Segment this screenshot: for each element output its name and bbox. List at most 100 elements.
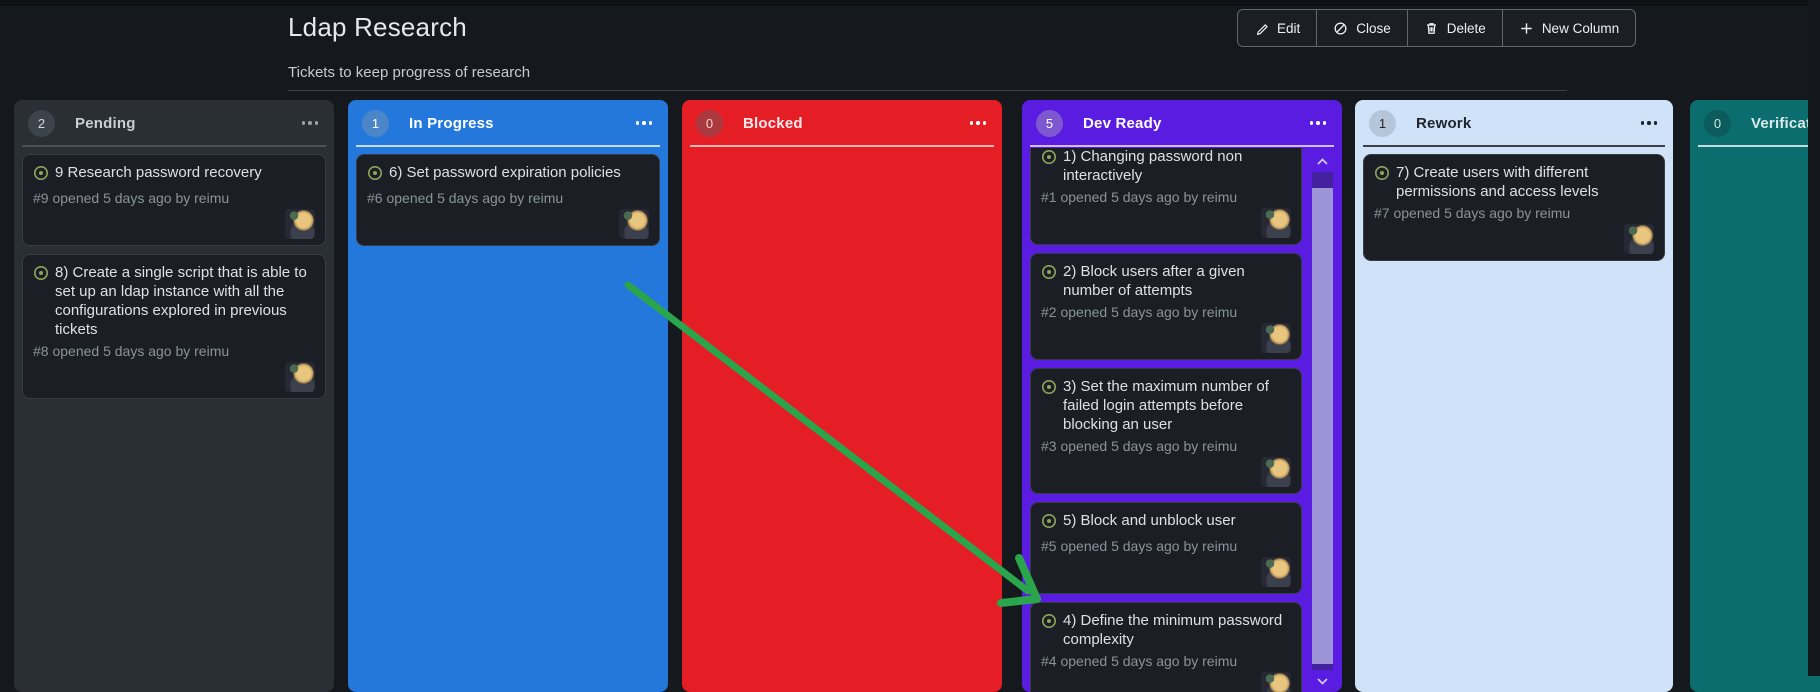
card-title-row: 7) Create users with different permissio… — [1374, 163, 1654, 201]
card[interactable]: 5) Block and unblock user #5 opened 5 day… — [1030, 502, 1302, 594]
plus-icon — [1519, 21, 1534, 36]
scroll-down-icon[interactable] — [1312, 670, 1333, 692]
avatar — [1261, 672, 1291, 692]
column-header: 5 Dev Ready — [1022, 100, 1342, 146]
card[interactable]: 2) Block users after a given number of a… — [1030, 253, 1302, 360]
count-badge: 1 — [362, 109, 389, 137]
avatar — [1624, 224, 1654, 254]
column-header-separator — [356, 145, 660, 147]
column-content: 6) Set password expiration policies #6 op… — [348, 148, 668, 692]
kebab-menu-icon[interactable] — [300, 117, 321, 129]
avatar — [619, 209, 649, 239]
open-issue-icon — [1374, 163, 1390, 201]
column-content: 7) Create users with different permissio… — [1355, 148, 1673, 692]
column-header: 1 Rework — [1355, 100, 1673, 146]
open-issue-icon — [1041, 262, 1057, 300]
edit-button[interactable]: Edit — [1237, 9, 1318, 47]
card-meta: #6 opened 5 days ago by reimu — [367, 190, 564, 206]
card-title: 3) Set the maximum number of failed logi… — [1063, 378, 1269, 433]
avatar — [1261, 323, 1291, 353]
column-title: Blocked — [743, 114, 803, 132]
card-meta: #2 opened 5 days ago by reimu — [1041, 304, 1238, 320]
card-title: 8) Create a single script that is able t… — [55, 264, 307, 338]
card[interactable]: 1) Changing password non interactively #1… — [1030, 148, 1302, 245]
column-scrollbar[interactable] — [1312, 150, 1333, 692]
card[interactable]: 3) Set the maximum number of failed logi… — [1030, 368, 1302, 494]
column-content — [1690, 148, 1820, 692]
card[interactable]: 8) Create a single script that is able t… — [22, 254, 326, 399]
kebab-menu-icon[interactable] — [968, 117, 989, 129]
avatar — [1261, 457, 1291, 487]
avatar — [285, 362, 315, 392]
column-header-separator — [1698, 145, 1820, 147]
column-inprogress: 1 In Progress 6) Set password expiration p… — [348, 100, 668, 692]
card-title-row: 6) Set password expiration policies — [367, 163, 649, 186]
new-column-button[interactable]: New Column — [1501, 9, 1637, 47]
column-title: Dev Ready — [1083, 114, 1162, 132]
column-title: Pending — [75, 114, 136, 132]
column-header: 0 Blocked — [682, 100, 1002, 146]
card[interactable]: 9 Research password recovery #9 opened 5 … — [22, 154, 326, 246]
page-title: Ldap Research — [288, 12, 467, 42]
column-header: 0 Verification — [1690, 100, 1820, 146]
card[interactable]: 4) Define the minimum password complexit… — [1030, 602, 1302, 692]
card-title: 4) Define the minimum password complexit… — [1063, 612, 1283, 648]
card-list: 6) Set password expiration policies #6 op… — [348, 148, 668, 246]
card[interactable]: 7) Create users with different permissio… — [1363, 154, 1665, 261]
right-edge-strip — [1808, 0, 1820, 676]
open-issue-icon — [1041, 148, 1057, 185]
trash-icon — [1424, 21, 1439, 36]
close-button-label: Close — [1356, 20, 1391, 36]
avatar — [1261, 208, 1291, 238]
card-list: 1) Changing password non interactively #1… — [1022, 148, 1342, 692]
delete-button-label: Delete — [1446, 20, 1486, 36]
card-meta: #3 opened 5 days ago by reimu — [1041, 438, 1238, 454]
card-title-row: 3) Set the maximum number of failed logi… — [1041, 377, 1291, 434]
card-title-row: 5) Block and unblock user — [1041, 511, 1291, 534]
new-column-button-label: New Column — [1541, 20, 1620, 36]
card-title: 9 Research password recovery — [55, 164, 262, 181]
card-meta: #1 opened 5 days ago by reimu — [1041, 189, 1238, 205]
close-button[interactable]: Close — [1316, 9, 1408, 47]
card-title: 5) Block and unblock user — [1063, 512, 1236, 529]
card-meta: #8 opened 5 days ago by reimu — [33, 343, 230, 359]
column-devready: 5 Dev Ready 1) Changing password non inter… — [1022, 100, 1342, 692]
column-title: In Progress — [409, 114, 494, 132]
column-content — [682, 148, 1002, 692]
open-issue-icon — [33, 263, 49, 339]
card-list: 7) Create users with different permissio… — [1355, 148, 1673, 261]
count-badge: 2 — [28, 109, 55, 137]
column-content: 1) Changing password non interactively #1… — [1022, 148, 1342, 692]
delete-button[interactable]: Delete — [1406, 9, 1503, 47]
kebab-menu-icon[interactable] — [1308, 117, 1329, 129]
column-header-separator — [1363, 145, 1665, 147]
open-issue-icon — [33, 163, 49, 186]
scroll-up-icon[interactable] — [1312, 150, 1333, 172]
window-top-edge — [0, 0, 1820, 6]
scrollbar-thumb[interactable] — [1312, 188, 1333, 664]
column-header: 2 Pending — [14, 100, 334, 146]
count-badge: 0 — [696, 109, 723, 137]
column-content: 9 Research password recovery #9 opened 5 … — [14, 148, 334, 692]
card-list — [682, 148, 1002, 154]
circle-slash-icon — [1333, 21, 1348, 36]
kebab-menu-icon[interactable] — [1639, 117, 1660, 129]
column-header-separator — [1030, 145, 1334, 147]
kebab-menu-icon[interactable] — [634, 117, 655, 129]
column-title: Verification — [1751, 114, 1820, 132]
open-issue-icon — [1041, 511, 1057, 534]
card-meta: #4 opened 5 days ago by reimu — [1041, 653, 1238, 669]
card[interactable]: 6) Set password expiration policies #6 op… — [356, 154, 660, 246]
board-toolbar: Edit Close Delete New Column — [1237, 9, 1637, 47]
card-title-row: 2) Block users after a given number of a… — [1041, 262, 1291, 300]
avatar — [285, 209, 315, 239]
open-issue-icon — [1041, 611, 1057, 649]
card-title-row: 9 Research password recovery — [33, 163, 315, 186]
count-badge: 1 — [1369, 109, 1396, 137]
pencil-icon — [1254, 21, 1269, 36]
page-subtitle: Tickets to keep progress of research — [288, 64, 531, 81]
column-title: Rework — [1416, 114, 1472, 132]
card-meta: #5 opened 5 days ago by reimu — [1041, 538, 1238, 554]
column-header-separator — [690, 145, 994, 147]
card-title: 1) Changing password non interactively — [1063, 148, 1243, 184]
